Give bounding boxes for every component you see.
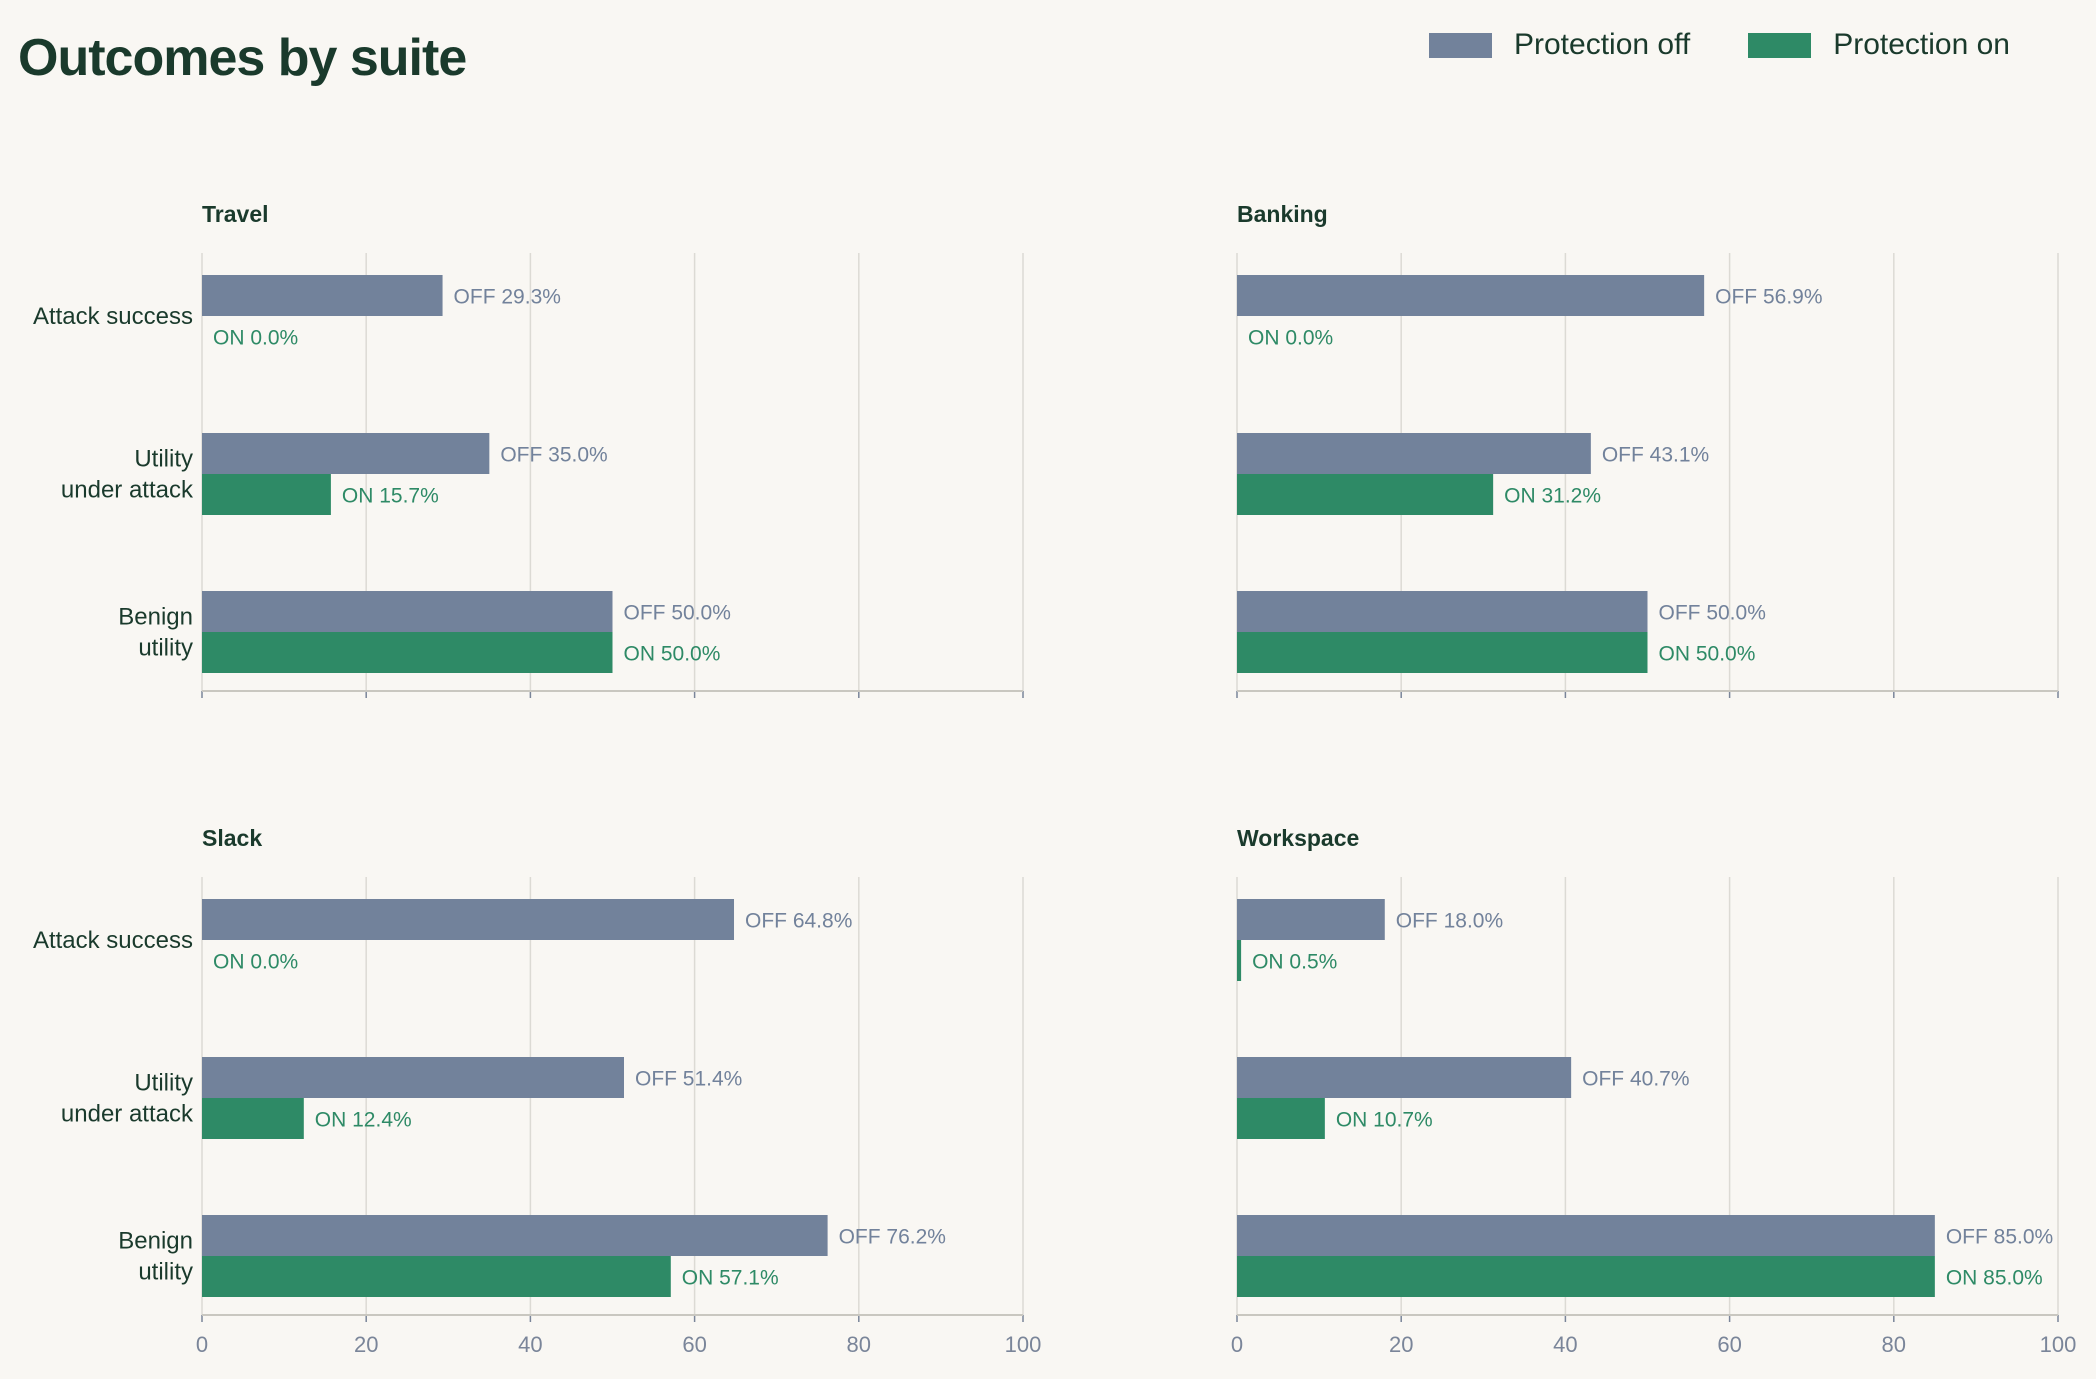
bar-protection-off bbox=[1237, 591, 1648, 632]
bar-protection-off bbox=[202, 1215, 828, 1256]
x-tick-label: 20 bbox=[354, 1332, 378, 1357]
data-label: OFF 50.0% bbox=[1659, 602, 1766, 625]
y-tick-label-line: Benign bbox=[118, 604, 193, 631]
data-label: ON 50.0% bbox=[1659, 643, 1756, 666]
data-label: OFF 85.0% bbox=[1946, 1226, 2053, 1249]
legend-label-on: Protection on bbox=[1833, 28, 2010, 61]
bar-protection-off bbox=[1237, 899, 1385, 940]
data-label: OFF 64.8% bbox=[745, 910, 852, 933]
bar-protection-on bbox=[1237, 940, 1242, 981]
bar-protection-on bbox=[1237, 632, 1648, 673]
x-tick-label: 40 bbox=[518, 1332, 542, 1357]
y-tick-label-line: under attack bbox=[61, 477, 194, 504]
y-tick-label-line: Benign bbox=[118, 1228, 193, 1255]
bar-protection-off bbox=[202, 899, 735, 940]
x-tick-label: 20 bbox=[1389, 1332, 1413, 1357]
chart-panel-banking: Banking OFF 56.9% ON 0.0% OFF 43.1%ON 31.2%… bbox=[1236, 201, 2059, 698]
bar-protection-off bbox=[202, 591, 613, 632]
data-label: ON 15.7% bbox=[342, 485, 439, 508]
data-label: OFF 18.0% bbox=[1396, 910, 1503, 933]
bar-protection-off bbox=[1237, 433, 1591, 474]
x-tick-label: 80 bbox=[847, 1332, 871, 1357]
y-tick-label-line: Attack success bbox=[33, 927, 193, 954]
panel-title: Slack bbox=[202, 825, 262, 851]
data-label: ON 10.7% bbox=[1336, 1109, 1433, 1132]
data-label: ON 31.2% bbox=[1504, 485, 1601, 508]
y-tick-label-line: Utility bbox=[134, 1070, 193, 1097]
data-label: ON 0.0% bbox=[1248, 327, 1333, 350]
x-tick-label: 40 bbox=[1553, 1332, 1577, 1357]
y-tick-label-line: utility bbox=[138, 1259, 193, 1286]
bar-protection-on bbox=[202, 474, 331, 515]
data-label: ON 0.0% bbox=[213, 951, 298, 974]
data-label: ON 0.5% bbox=[1252, 951, 1337, 974]
x-tick-label: 0 bbox=[1231, 1332, 1243, 1357]
data-label: OFF 35.0% bbox=[500, 444, 607, 467]
legend-swatch-off bbox=[1428, 32, 1492, 58]
data-label: OFF 40.7% bbox=[1582, 1068, 1689, 1091]
y-tick-label: Utility under attack bbox=[61, 446, 194, 504]
y-tick-label: Attack success bbox=[33, 927, 193, 954]
y-tick-label: Benign utility bbox=[118, 604, 193, 662]
data-label: OFF 51.4% bbox=[635, 1068, 742, 1091]
panel-title: Banking bbox=[1237, 201, 1328, 227]
bar-protection-on bbox=[202, 1256, 671, 1297]
y-tick-label: Benign utility bbox=[118, 1228, 193, 1286]
bar-protection-on bbox=[202, 632, 613, 673]
panel-title: Travel bbox=[202, 201, 269, 227]
y-tick-label: Utility under attack bbox=[61, 1070, 194, 1128]
chart-panel-slack: Slack 0 20 40 60 80 100 Attack success OFF 64.8%… bbox=[33, 825, 1041, 1357]
bar-protection-on bbox=[1237, 474, 1494, 515]
y-tick-label-line: under attack bbox=[61, 1101, 194, 1128]
bar-protection-off bbox=[1237, 275, 1705, 316]
data-label: OFF 56.9% bbox=[1715, 286, 1822, 309]
bar-protection-off bbox=[1237, 1057, 1572, 1098]
x-tick-label: 60 bbox=[1717, 1332, 1741, 1357]
data-label: ON 0.0% bbox=[213, 327, 298, 350]
bar-protection-off bbox=[202, 433, 490, 474]
legend-swatch-on bbox=[1748, 32, 1812, 58]
data-label: ON 50.0% bbox=[624, 643, 721, 666]
bar-protection-off bbox=[1237, 1215, 1935, 1256]
legend-label-off: Protection off bbox=[1513, 28, 1691, 61]
data-label: OFF 29.3% bbox=[454, 286, 561, 309]
x-tick-label: 0 bbox=[196, 1332, 208, 1357]
bar-protection-on bbox=[202, 1098, 304, 1139]
legend-item-protection-on: Protection on bbox=[1748, 28, 2010, 62]
data-label: OFF 76.2% bbox=[839, 1226, 946, 1249]
y-tick-label-line: utility bbox=[138, 635, 193, 662]
bar-protection-off bbox=[202, 1057, 624, 1098]
chart-legend: Protection off Protection on bbox=[1428, 28, 2010, 62]
data-label: ON 12.4% bbox=[315, 1109, 412, 1132]
x-tick-label: 80 bbox=[1882, 1332, 1906, 1357]
panel-title: Workspace bbox=[1237, 825, 1359, 851]
data-label: ON 57.1% bbox=[682, 1267, 779, 1290]
y-tick-label: Attack success bbox=[33, 303, 193, 330]
page-title: Outcomes by suite bbox=[18, 29, 467, 87]
chart-panel-travel: Travel Attack success OFF 29.3% ON 0.0% Util… bbox=[33, 201, 1024, 698]
x-tick-label: 100 bbox=[2040, 1332, 2077, 1357]
legend-item-protection-off: Protection off bbox=[1428, 28, 1691, 62]
bar-protection-on bbox=[1237, 1098, 1325, 1139]
data-label: ON 85.0% bbox=[1946, 1267, 2043, 1290]
bar-protection-off bbox=[202, 275, 443, 316]
chart-panel-workspace: Workspace 0 20 40 60 80 100 OFF 18.0% ON 0.5% OFF… bbox=[1231, 825, 2076, 1357]
data-label: OFF 50.0% bbox=[624, 602, 731, 625]
bar-protection-on bbox=[1237, 1256, 1935, 1297]
x-tick-label: 100 bbox=[1005, 1332, 1042, 1357]
x-tick-label: 60 bbox=[682, 1332, 706, 1357]
y-tick-label-line: Attack success bbox=[33, 303, 193, 330]
y-tick-label-line: Utility bbox=[134, 446, 193, 473]
data-label: OFF 43.1% bbox=[1602, 444, 1709, 467]
